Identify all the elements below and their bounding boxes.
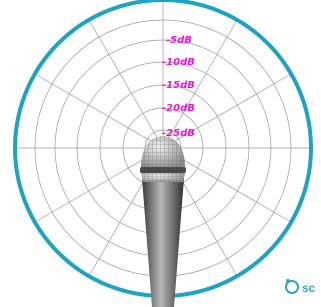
polar-diagram: -5dB -10dB -15dB -20dB -25dB sc	[0, 0, 321, 307]
ring-label: -15dB	[162, 80, 195, 91]
ring-label: -20dB	[162, 103, 195, 114]
ring-label: -5dB	[166, 35, 192, 46]
ring-label: -10dB	[162, 57, 195, 68]
logo: sc	[286, 279, 316, 295]
logo-text: sc	[302, 281, 316, 295]
page: -5dB -10dB -15dB -20dB -25dB sc (() => {…	[0, 0, 321, 307]
ring-label: -25dB	[162, 128, 195, 139]
microphone	[140, 136, 186, 307]
